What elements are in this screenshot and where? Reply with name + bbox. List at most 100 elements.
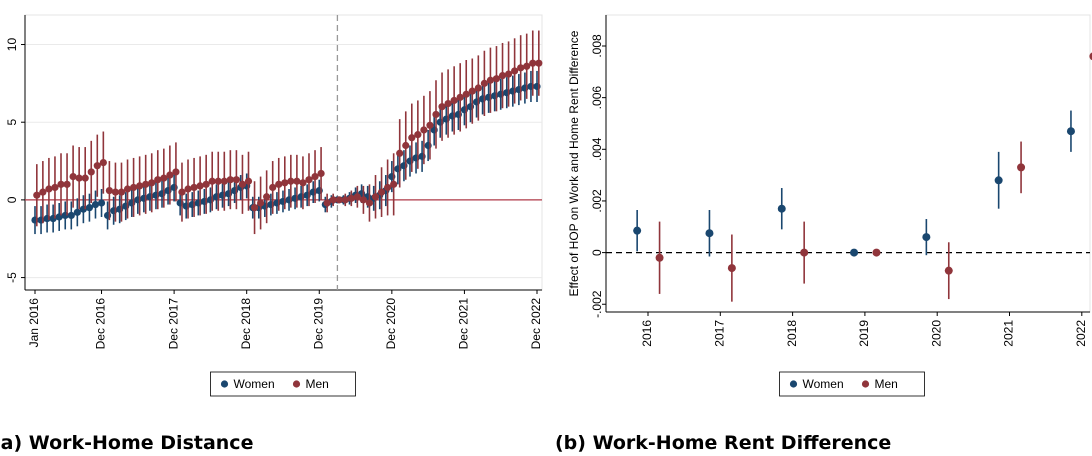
x-tick-label: Dec 2021 — [457, 298, 471, 350]
point — [444, 99, 452, 108]
point — [1066, 127, 1075, 136]
y-tick-label: 5 — [5, 119, 19, 126]
point — [69, 172, 77, 181]
point — [160, 174, 168, 182]
x-tick-label: Dec 2018 — [239, 298, 253, 350]
point — [384, 183, 392, 192]
point — [727, 264, 736, 273]
point — [238, 180, 247, 188]
point — [492, 75, 501, 83]
point — [87, 168, 95, 176]
x-tick-label: 2021 — [1002, 320, 1016, 347]
point — [1017, 163, 1026, 172]
point — [705, 229, 714, 238]
point — [299, 179, 307, 187]
point — [994, 176, 1003, 185]
point — [944, 266, 953, 275]
point — [359, 196, 368, 204]
point — [498, 71, 507, 80]
legend-label: Women — [803, 377, 844, 391]
point — [341, 196, 349, 204]
point — [196, 182, 204, 190]
point — [184, 185, 192, 193]
x-tick-label: Dec 2022 — [529, 298, 543, 350]
point — [655, 253, 664, 262]
legend-marker — [789, 380, 798, 388]
point — [214, 177, 222, 185]
caption: (a) Work-Home Distance — [0, 432, 253, 454]
x-tick-label: Dec 2019 — [311, 298, 325, 350]
y-tick-label: .006 — [590, 86, 604, 110]
point — [922, 233, 931, 242]
point — [323, 199, 331, 207]
y-tick-label: .008 — [590, 34, 604, 58]
point — [256, 199, 265, 207]
point — [408, 134, 416, 142]
y-tick-label: .002 — [590, 189, 604, 213]
caption: (b) Work-Home Rent Difference — [555, 432, 891, 454]
point — [287, 177, 295, 185]
point — [347, 194, 355, 202]
point — [263, 193, 271, 201]
x-tick-label: 2018 — [785, 320, 799, 347]
legend — [779, 371, 925, 397]
point — [75, 174, 83, 182]
point — [105, 186, 113, 195]
point — [414, 131, 422, 139]
point — [190, 183, 198, 192]
point — [226, 176, 234, 184]
point — [269, 183, 277, 192]
x-tick-label: 2017 — [712, 320, 726, 347]
point — [511, 67, 519, 75]
y-tick-label: 0 — [5, 196, 19, 203]
x-tick-label: Dec 2020 — [384, 298, 398, 350]
y-tick-label: 10 — [5, 38, 19, 52]
point — [166, 171, 174, 179]
point — [73, 208, 81, 216]
point — [468, 87, 476, 95]
x-tick-label: Jan 2016 — [27, 298, 41, 348]
point — [1089, 52, 1092, 61]
point — [154, 176, 162, 184]
point — [402, 141, 410, 150]
point — [353, 193, 361, 201]
plot-area — [605, 14, 1091, 313]
legend-label: Men — [306, 377, 329, 391]
point — [420, 126, 428, 134]
point — [850, 248, 859, 257]
legend-marker — [292, 380, 301, 388]
point — [777, 204, 786, 213]
point — [57, 180, 65, 188]
point — [426, 121, 434, 129]
point — [178, 188, 186, 196]
x-tick-label: 2020 — [929, 320, 943, 347]
point — [438, 103, 446, 111]
point — [335, 196, 343, 204]
plot-area — [24, 14, 543, 291]
point — [97, 199, 106, 207]
point — [390, 180, 398, 188]
point — [504, 70, 513, 78]
point — [535, 59, 543, 67]
x-tick-label: 2016 — [640, 320, 654, 347]
point — [872, 248, 881, 257]
point — [81, 174, 89, 182]
point — [111, 188, 120, 196]
point — [33, 191, 41, 199]
point — [244, 177, 253, 185]
point — [232, 176, 241, 184]
point — [529, 59, 537, 67]
legend-marker — [861, 380, 870, 388]
point — [275, 180, 283, 188]
point — [305, 176, 313, 184]
point — [208, 177, 216, 185]
y-axis-title: Effect of HOP on Work and Home Rent Diff… — [567, 30, 581, 296]
y-tick-label: 0 — [590, 249, 604, 256]
x-tick-label: Dec 2017 — [166, 298, 180, 350]
point — [486, 76, 495, 84]
point — [117, 188, 126, 196]
point — [99, 158, 107, 167]
point — [91, 200, 100, 209]
y-tick-label: -.002 — [590, 290, 604, 318]
